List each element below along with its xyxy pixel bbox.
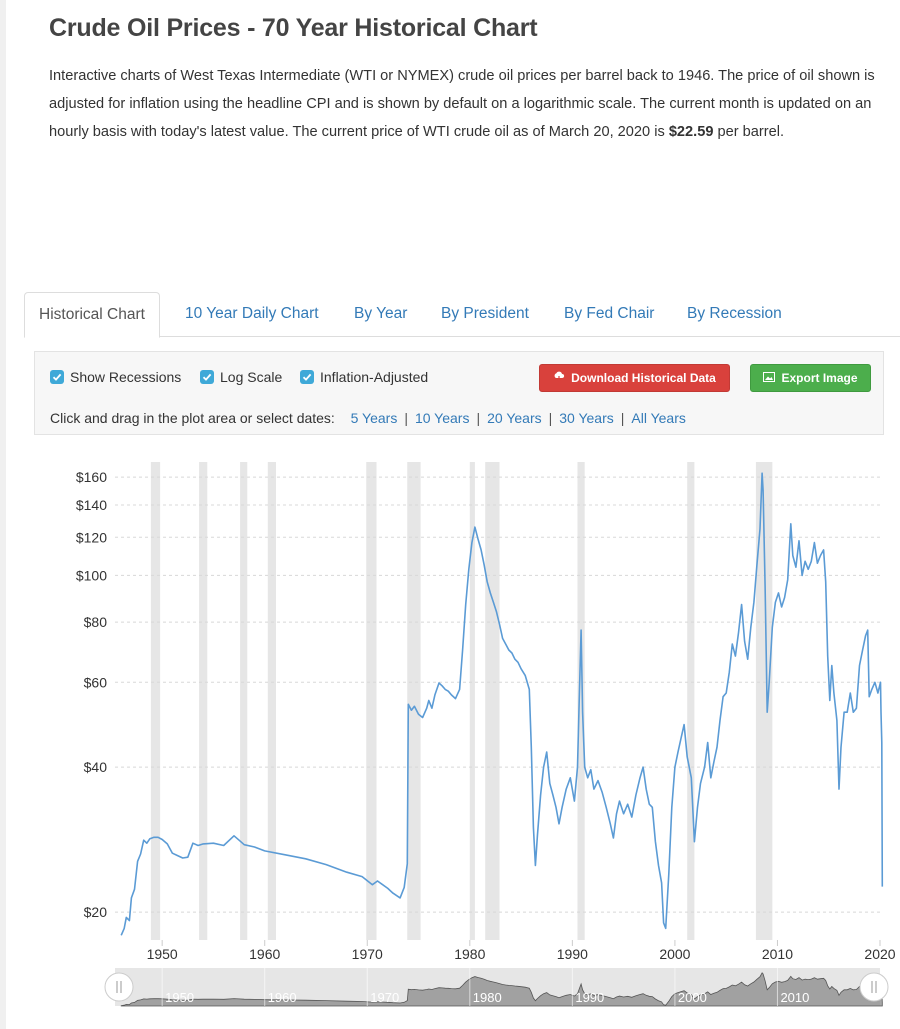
y-axis: $20 $40 $60 $80 $100 $120 $140 $160 (76, 469, 107, 920)
tab-by-president[interactable]: By President (441, 305, 529, 322)
y-tick-label: $20 (84, 904, 108, 920)
check-icon (300, 370, 314, 384)
price-series (120, 472, 884, 936)
navigator-tick-label: 1990 (575, 990, 604, 1005)
recession-band (755, 462, 773, 940)
x-tick-label: 1950 (147, 946, 178, 962)
navigator-tick-label: 1970 (370, 990, 399, 1005)
range-separator: | (476, 410, 481, 426)
chart-controls: Show Recessions Log Scale Inflation-Adju… (34, 351, 884, 435)
export-label: Export Image (781, 371, 858, 385)
recession-band (366, 462, 377, 940)
tab-10-year-daily-chart[interactable]: 10 Year Daily Chart (185, 305, 319, 322)
range-separator: | (404, 410, 408, 426)
y-tick-label: $160 (76, 469, 107, 485)
recession-band (577, 462, 585, 940)
y-tick-label: $140 (76, 497, 107, 513)
download-label: Download Historical Data (571, 371, 716, 385)
show-recessions-checkbox[interactable]: Show Recessions (50, 367, 181, 387)
cloud-download-icon (553, 371, 565, 385)
navigator-tick-label: 2010 (780, 990, 809, 1005)
tab-by-recession[interactable]: By Recession (687, 305, 782, 322)
tab-by-year[interactable]: By Year (354, 305, 408, 322)
x-tick-label: 1990 (557, 946, 588, 962)
image-icon (763, 371, 776, 385)
y-tick-label: $80 (84, 614, 108, 630)
price-suffix: per barrel. (713, 124, 785, 140)
range-separator: | (620, 410, 625, 426)
recession-band (267, 462, 276, 940)
log-scale-checkbox[interactable]: Log Scale (200, 367, 282, 387)
navigator-series (120, 972, 883, 1007)
recession-band (199, 462, 208, 940)
recession-band (485, 462, 500, 940)
range-navigator[interactable]: 1950 1960 1970 1980 1990 2000 2010 (104, 968, 889, 1007)
range-20-years-link[interactable]: 20 Years (487, 410, 542, 426)
tab-by-fed-chair[interactable]: By Fed Chair (564, 305, 655, 322)
dates-prompt: Click and drag in the plot area or selec… (50, 410, 335, 426)
oil-price-chart[interactable]: $20 $40 $60 $80 $100 $120 $140 $160 1950 1960 197… (0, 440, 900, 1029)
y-tick-label: $60 (84, 674, 108, 690)
navigator-left-handle[interactable] (104, 972, 134, 1002)
x-tick-label: 2000 (659, 946, 690, 962)
y-tick-label: $100 (76, 567, 107, 583)
download-historical-data-button[interactable]: Download Historical Data (539, 364, 730, 392)
x-tick-label: 1980 (454, 946, 485, 962)
inflation-adjusted-checkbox[interactable]: Inflation-Adjusted (300, 367, 428, 387)
intro-text: Interactive charts of West Texas Interme… (49, 68, 875, 140)
navigator-tick-label: 1980 (473, 990, 502, 1005)
log-scale-label: Log Scale (220, 369, 283, 385)
navigator-tick-label: 2000 (678, 990, 707, 1005)
date-range-selector: Click and drag in the plot area or selec… (50, 410, 686, 426)
handle-knob[interactable] (859, 972, 889, 1002)
handle-knob[interactable] (104, 972, 134, 1002)
recession-band (407, 462, 421, 940)
recession-band (150, 462, 161, 940)
x-tick-label: 1960 (249, 946, 280, 962)
y-tick-label: $120 (76, 529, 107, 545)
recession-band (687, 462, 695, 940)
range-30-years-link[interactable]: 30 Years (559, 410, 614, 426)
range-separator: | (548, 410, 553, 426)
intro-paragraph: Interactive charts of West Texas Interme… (49, 62, 899, 146)
range-all-years-link[interactable]: All Years (631, 410, 686, 426)
current-price: $22.59 (668, 124, 714, 140)
inflation-adjusted-label: Inflation-Adjusted (320, 369, 429, 385)
x-axis: 1950 1960 1970 1980 1990 2000 2010 2020 (147, 940, 896, 962)
page-left-rule (0, 0, 6, 1029)
page-title: Crude Oil Prices - 70 Year Historical Ch… (49, 14, 538, 42)
recession-band (240, 462, 248, 940)
x-tick-label: 2010 (762, 946, 793, 962)
x-tick-label: 1970 (352, 946, 383, 962)
recession-band (469, 462, 475, 940)
navigator-tick-label: 1960 (268, 990, 297, 1005)
gridlines (115, 476, 880, 913)
chart-tabs: Historical Chart 10 Year Daily Chart By … (24, 292, 900, 338)
y-tick-label: $40 (84, 759, 108, 775)
show-recessions-label: Show Recessions (70, 369, 182, 385)
tab-historical-chart[interactable]: Historical Chart (24, 292, 160, 338)
x-tick-label: 2020 (864, 946, 895, 962)
range-10-years-link[interactable]: 10 Years (414, 410, 470, 426)
export-image-button[interactable]: Export Image (750, 364, 871, 392)
recession-bands (150, 462, 773, 940)
range-5-years-link[interactable]: 5 Years (350, 410, 398, 426)
navigator-tick-label: 1950 (165, 990, 194, 1005)
check-icon (200, 370, 214, 384)
price-line (120, 472, 884, 936)
navigator-right-handle[interactable] (859, 972, 889, 1002)
check-icon (50, 370, 64, 384)
